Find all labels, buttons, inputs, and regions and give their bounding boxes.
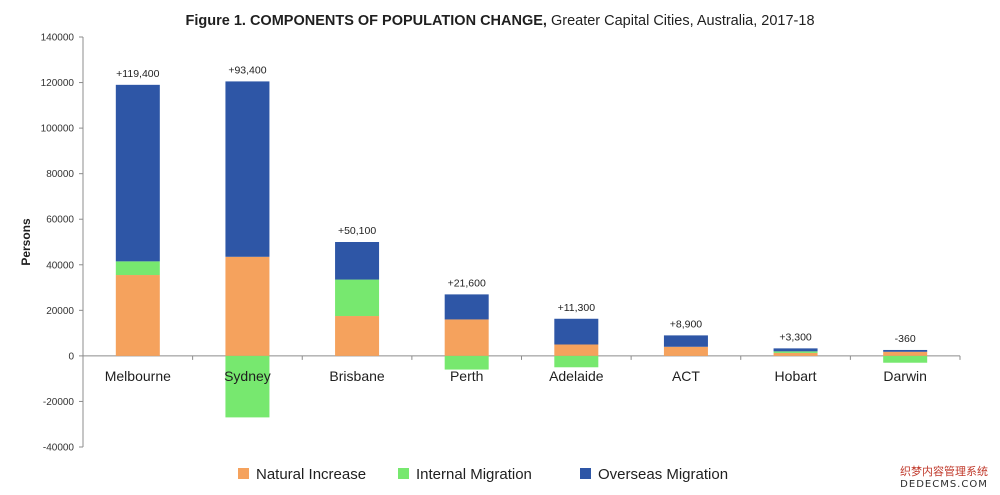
bar-segment	[335, 279, 380, 317]
y-axis-label: Persons	[19, 218, 33, 266]
bar-segment	[554, 355, 599, 368]
y-tick-label: 0	[68, 351, 74, 362]
bar-segment	[773, 351, 818, 353]
bar-segment	[883, 351, 928, 356]
x-tick-label: Perth	[450, 368, 483, 384]
y-tick-label: 20000	[46, 306, 74, 317]
bars	[115, 81, 928, 418]
legend-label: Overseas Migration	[598, 466, 728, 483]
bar-segment	[115, 261, 160, 276]
y-tick-label: 120000	[41, 78, 75, 89]
bar-segment	[773, 348, 818, 352]
data-label: +3,300	[779, 331, 812, 343]
chart-title: Figure 1. COMPONENTS OF POPULATION CHANG…	[185, 13, 814, 29]
watermark-line2: DEDECMS.COM	[900, 479, 988, 490]
bar-segment	[444, 319, 489, 356]
bar-segment	[335, 242, 380, 280]
x-tick-label: Melbourne	[105, 368, 171, 384]
data-label: +21,600	[448, 277, 486, 289]
y-tick-label: 60000	[46, 215, 74, 226]
legend-swatch	[580, 468, 591, 479]
data-label: +93,400	[228, 64, 266, 76]
y-tick-label: 100000	[41, 124, 75, 135]
x-tick-label: Sydney	[224, 368, 271, 384]
y-tick-label: 140000	[41, 33, 75, 44]
labels: Melbourne +119,400 Sydney +93,400 Brisbane +5…	[105, 64, 927, 383]
data-label: +50,100	[338, 225, 376, 237]
chart-title-bold: Figure 1. COMPONENTS OF POPULATION CHANG…	[185, 13, 546, 29]
data-label: +8,900	[670, 318, 703, 330]
legend-swatch	[398, 468, 409, 479]
bar-segment	[773, 352, 818, 356]
bar-segment	[883, 355, 928, 363]
legend-label: Natural Increase	[256, 466, 366, 483]
axes: -40000 -20000 0 20000 40000 60000 80000 100000 1…	[41, 33, 961, 454]
y-tick-label: -40000	[43, 443, 75, 454]
legend-swatch	[238, 468, 249, 479]
bar-segment	[883, 349, 928, 352]
bar-segment	[554, 318, 599, 345]
bar-segment	[115, 275, 160, 356]
data-label: -360	[895, 333, 916, 345]
x-tick-label: Hobart	[775, 368, 817, 384]
bar-segment	[225, 256, 270, 356]
x-tick-label: Brisbane	[329, 368, 384, 384]
x-tick-label: ACT	[672, 368, 700, 384]
bar-segment	[225, 81, 270, 257]
data-label: +119,400	[116, 68, 159, 80]
bar-segment	[663, 335, 708, 347]
watermark-line1: 织梦内容管理系统	[900, 465, 988, 478]
y-tick-label: 80000	[46, 169, 74, 180]
bar-segment	[115, 84, 160, 262]
x-tick-label: Darwin	[883, 368, 927, 384]
bar-segment	[444, 294, 489, 320]
y-tick-label: 40000	[46, 260, 74, 271]
bar-segment	[335, 316, 380, 356]
legend-label: Internal Migration	[416, 466, 532, 483]
chart-title-rest: Greater Capital Cities, Australia, 2017-…	[547, 13, 815, 29]
bar-segment	[444, 355, 489, 370]
bar-segment	[225, 355, 270, 418]
x-tick-label: Adelaide	[549, 368, 604, 384]
bar-segment	[554, 344, 599, 356]
legend: Natural Increase Internal Migration Overse…	[238, 466, 728, 483]
bar-segment	[663, 346, 708, 356]
y-tick-label: -20000	[43, 397, 75, 408]
watermark: 织梦内容管理系统 DEDECMS.COM	[894, 465, 994, 491]
data-label: +11,300	[558, 302, 596, 314]
